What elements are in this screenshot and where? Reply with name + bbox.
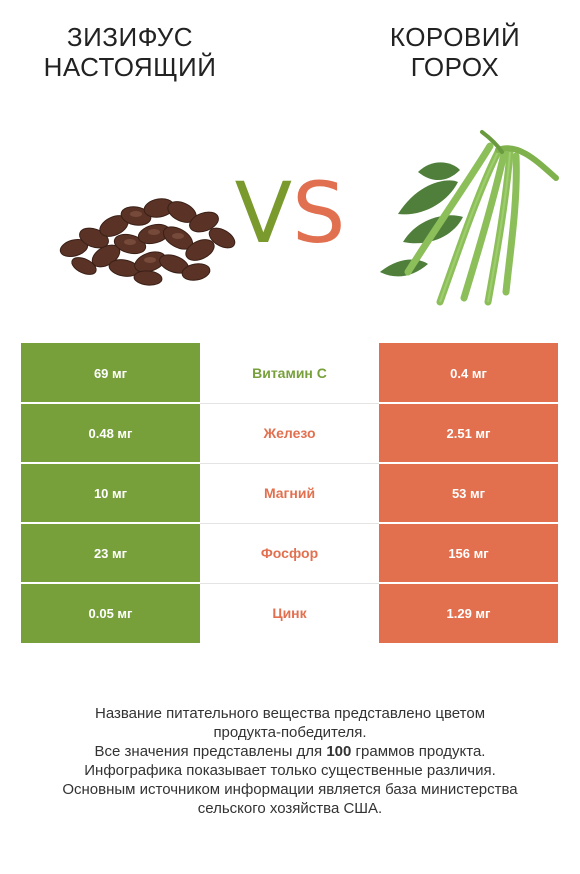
- left-value: 10 мг: [21, 463, 200, 523]
- footnote-line3-bold: 100: [326, 743, 352, 760]
- footnote-line1: Название питательного вещества представл…: [94, 705, 486, 722]
- nutrient-name: Железо: [200, 403, 379, 463]
- footnote: Название питательного вещества представл…: [20, 704, 560, 818]
- footnote-line3-pre: Все значения представлены для: [94, 743, 327, 760]
- vs-label: VS: [222, 168, 358, 258]
- nutrient-row: 10 мг Магний 53 мг: [21, 462, 558, 523]
- right-title-line2: горох: [410, 52, 500, 82]
- left-title-line1: Зизифус: [66, 22, 194, 52]
- left-value: 23 мг: [21, 523, 200, 583]
- right-value: 2.51 мг: [379, 403, 558, 463]
- footnote-line3-post: граммов продукта.: [351, 743, 486, 760]
- nutrient-row: 23 мг Фосфор 156 мг: [21, 522, 558, 583]
- footnote-line2: продукта-победителя.: [213, 724, 367, 741]
- right-value: 1.29 мг: [379, 583, 558, 643]
- left-value: 69 мг: [21, 343, 200, 403]
- nutrient-row: 0.05 мг Цинк 1.29 мг: [21, 582, 558, 643]
- row-divider-mid: [200, 463, 379, 464]
- nutrient-name: Витамин С: [200, 343, 379, 403]
- jujube-beans-image: [59, 198, 236, 286]
- nutrient-comparison-table: 69 мг Витамин С 0.4 мг 0.48 мг Железо 2.51 мг…: [21, 343, 558, 643]
- right-product-title: Коровий горох: [350, 22, 560, 82]
- footnote-line4: Инфографика показывает только существенн…: [84, 762, 496, 779]
- row-divider-mid: [200, 403, 379, 404]
- footnote-line3: Все значения представлены для 100 граммо…: [20, 742, 560, 761]
- right-value: 0.4 мг: [379, 343, 558, 403]
- left-value: 0.48 мг: [21, 403, 200, 463]
- left-value: 0.05 мг: [21, 583, 200, 643]
- row-divider-mid: [200, 583, 379, 584]
- right-value: 156 мг: [379, 523, 558, 583]
- nutrient-name: Фосфор: [200, 523, 379, 583]
- row-divider-mid: [200, 523, 379, 524]
- footnote-line5: Основным источником информации является …: [62, 781, 518, 798]
- nutrient-name: Цинк: [200, 583, 379, 643]
- right-value: 53 мг: [379, 463, 558, 523]
- nutrient-row: 0.48 мг Железо 2.51 мг: [21, 402, 558, 463]
- cowpea-pods-image: [380, 130, 559, 306]
- right-title-line1: Коровий: [389, 22, 521, 52]
- nutrient-name: Магний: [200, 463, 379, 523]
- left-product-title: Зизифус настоящий: [30, 22, 230, 82]
- footnote-line6: сельского хозяйства США.: [197, 800, 383, 817]
- nutrient-row: 69 мг Витамин С 0.4 мг: [21, 343, 558, 403]
- vs-s-letter: S: [292, 164, 346, 262]
- left-title-line2: настоящий: [43, 52, 217, 82]
- vs-v-letter: V: [234, 164, 293, 262]
